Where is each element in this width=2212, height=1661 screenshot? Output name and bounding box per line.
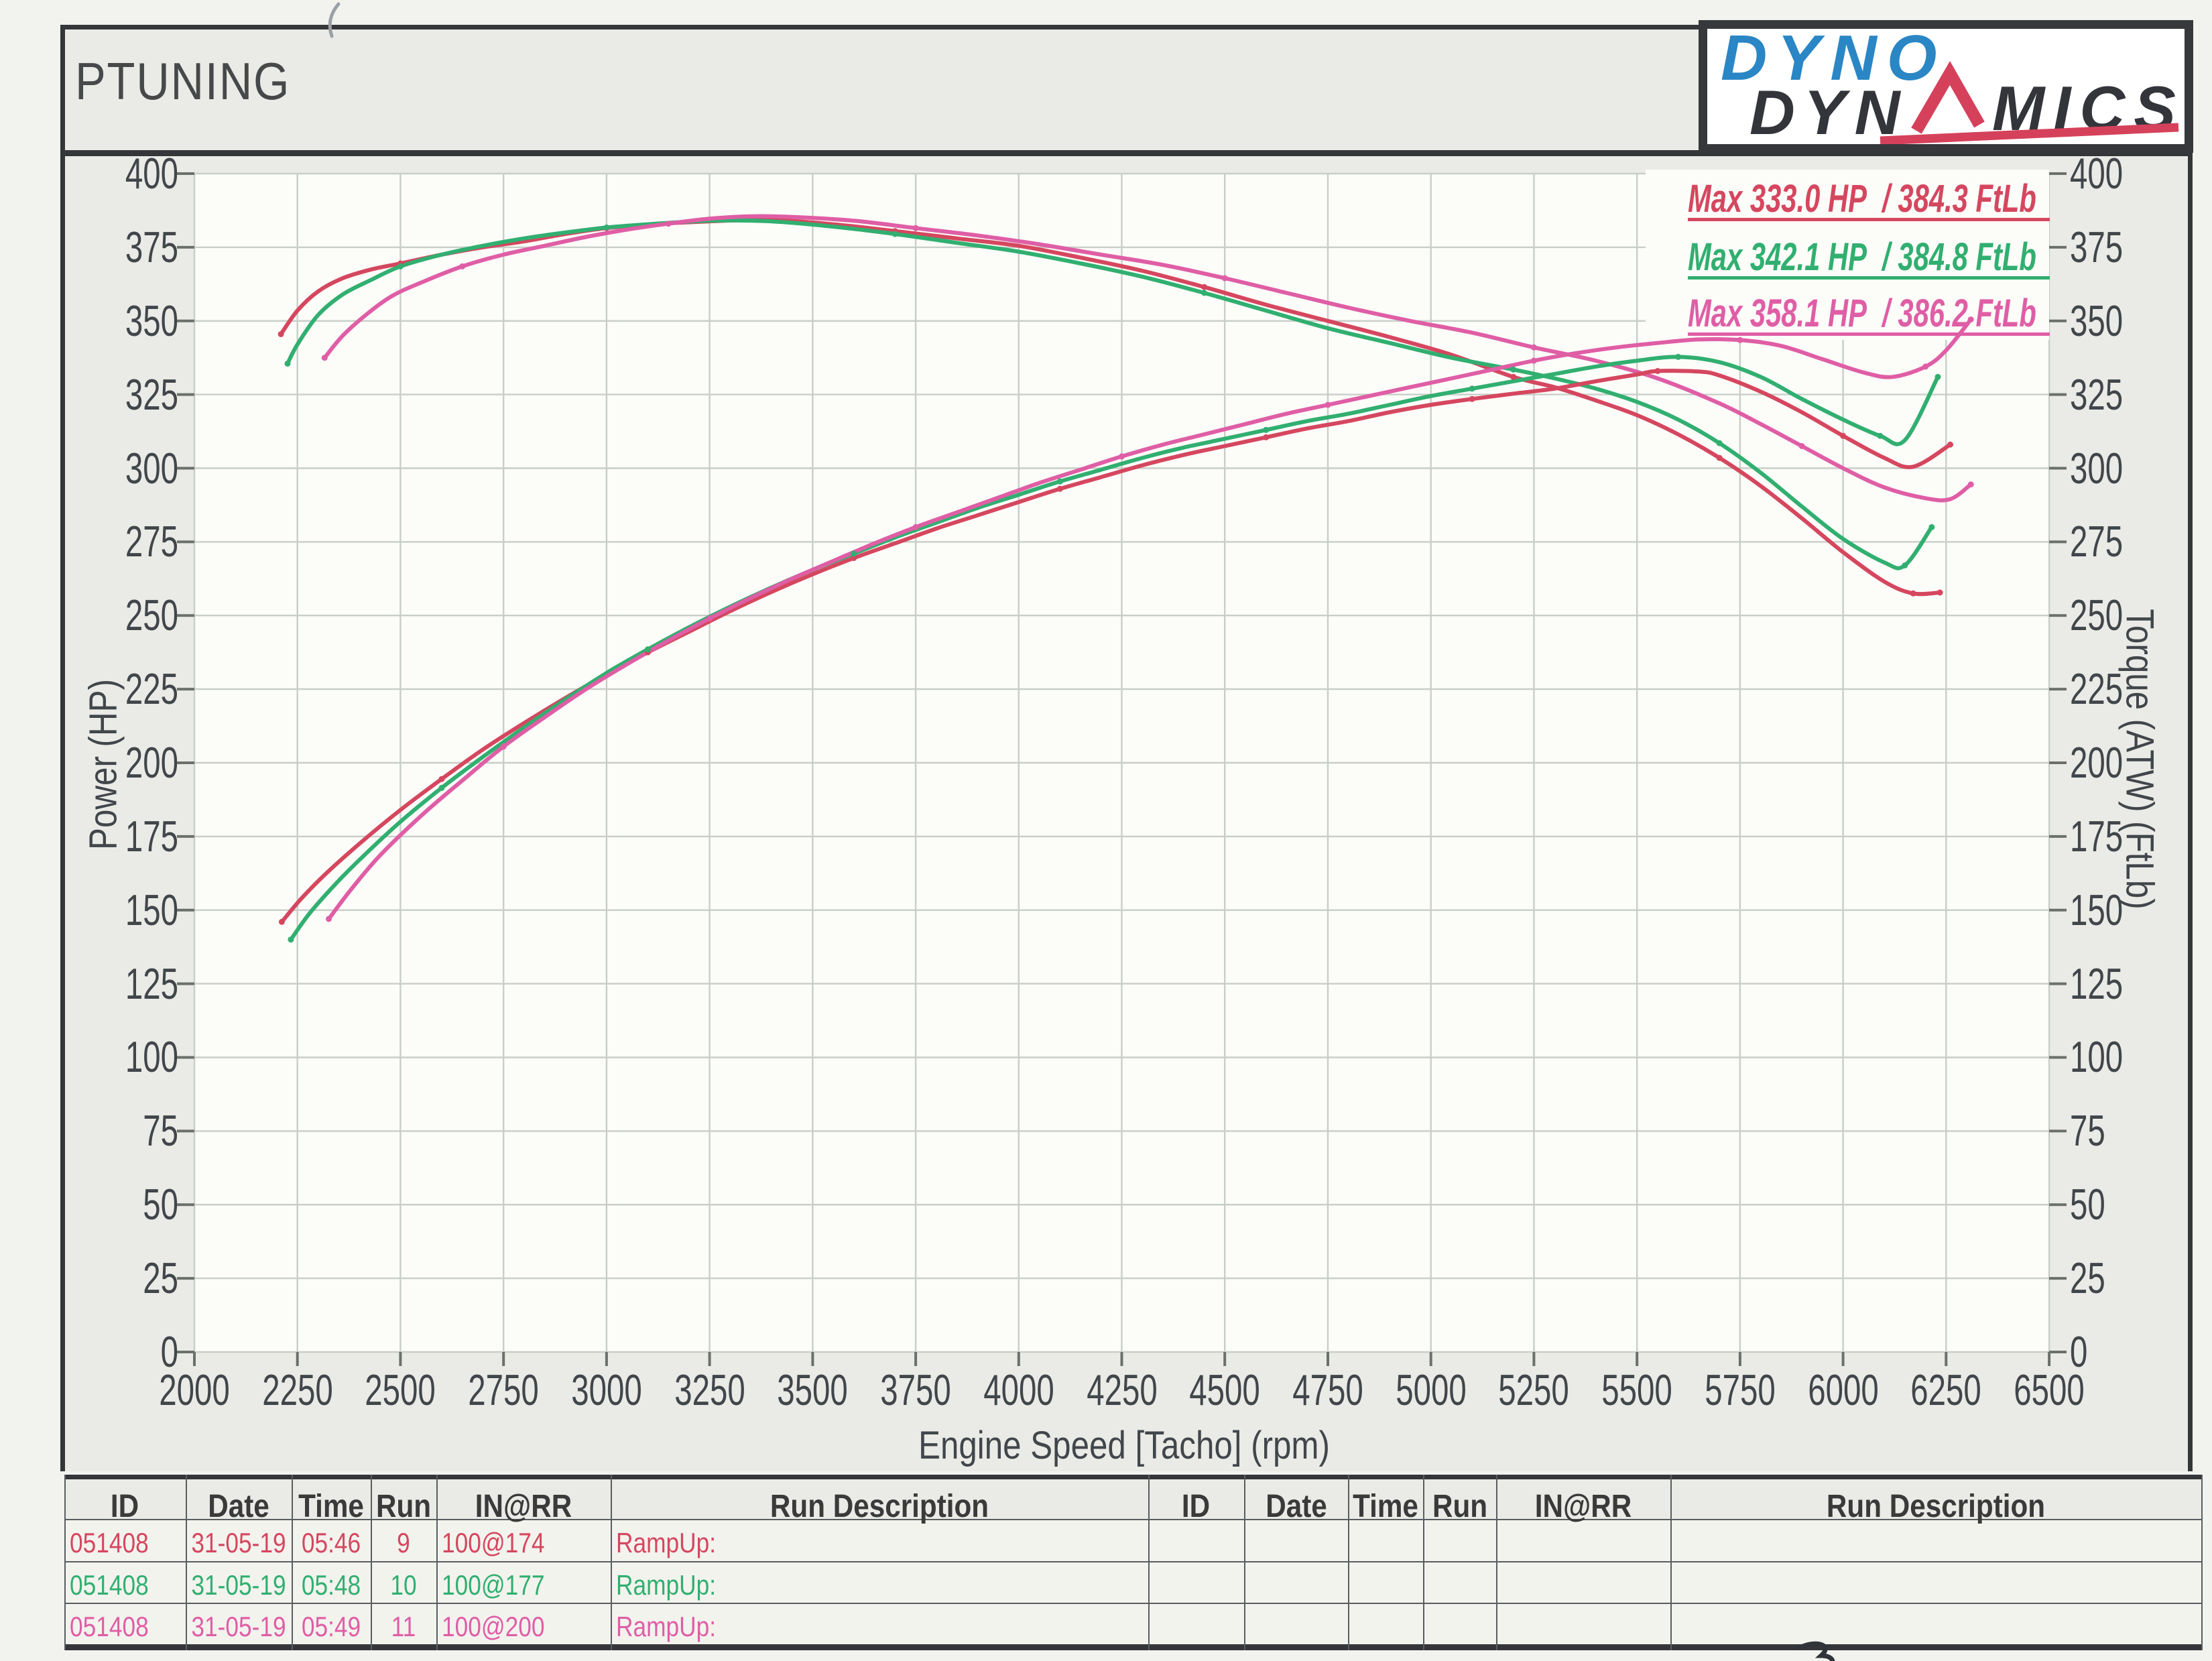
svg-text:DYN: DYN	[1749, 77, 1908, 144]
svg-text:DYNO: DYNO	[1721, 29, 1947, 94]
